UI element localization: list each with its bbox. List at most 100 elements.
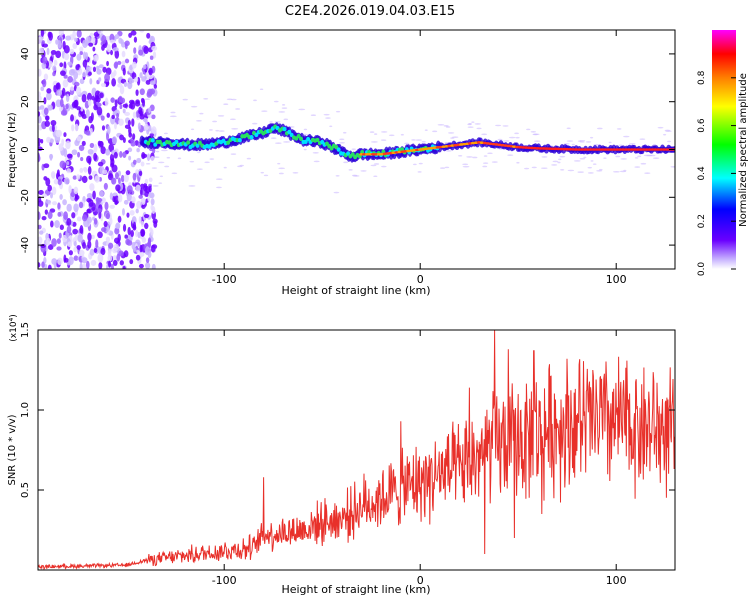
snr-panel: -100 0 100 0.5 1.0 1.5 Height of straight lin… (7, 314, 676, 596)
spectrogram-noise-blob (98, 77, 102, 82)
spectrogram-ytick-label: 0 (20, 146, 31, 152)
spectrogram-noise-blob (82, 262, 87, 269)
spectrogram-noise-blob (139, 113, 145, 120)
spectrogram-noise-blob (95, 197, 100, 203)
spectrogram-faint-blob (589, 136, 594, 139)
spectrogram-noise-blob (87, 240, 92, 249)
spectrogram-noise-blob (42, 56, 48, 64)
spectrogram-faint-blob (360, 170, 367, 172)
spectrogram-noise-blob (141, 197, 146, 206)
spectrogram-noise-blob (97, 161, 104, 167)
spectrogram-noise-blob (46, 237, 51, 246)
spectrogram-faint-blob (445, 150, 452, 152)
spectrogram-ridge-core (237, 138, 242, 143)
spectrogram-faint-blob (404, 142, 410, 145)
spectrogram-noise-blob (59, 160, 66, 169)
spectrogram-noise-blob (123, 199, 129, 205)
spectrogram-noise-blob (115, 222, 121, 230)
spectrogram-faint-blob (474, 123, 481, 125)
spectrogram-noise-blob (131, 118, 135, 127)
snr-ytick-label: 1.5 (20, 322, 31, 338)
spectrogram-noise-blob (116, 112, 120, 118)
spectrogram-faint-blob (573, 160, 581, 162)
spectrogram-ridge-core (150, 138, 155, 143)
spectrogram-noise-blob (125, 170, 131, 176)
spectrogram-noise-blob (127, 147, 133, 153)
spectrogram-noise-blob (89, 183, 95, 191)
spectrogram-noise-blob (106, 112, 111, 118)
spectrogram-noise-blob (147, 239, 152, 248)
spectrogram-noise-blob (73, 240, 77, 247)
spectrogram-noise-blob (119, 260, 124, 266)
spectrogram-noise-blob (89, 248, 95, 256)
spectrogram-faint-blob (335, 175, 340, 177)
spectrogram-noise-blob (43, 163, 50, 169)
spectrogram-faint-blob (608, 141, 612, 144)
spectrogram-noise-blob (62, 199, 67, 206)
spectrogram-noise-blob (55, 39, 59, 45)
spectrogram-noise-blob (56, 169, 60, 177)
spectrogram-noise-blob (38, 262, 41, 268)
spectrogram-noise-blob (109, 39, 116, 44)
spectrogram-noise-blob (72, 175, 77, 180)
spectrogram-noise-blob (99, 141, 104, 148)
spectrogram-noise-blob (77, 151, 81, 158)
spectrogram-faint-blob (579, 157, 586, 160)
spectrogram-noise-blob (117, 233, 121, 242)
spectrogram-noise-blob (76, 53, 82, 61)
spectrogram-faint-blob (204, 161, 210, 164)
spectrogram-faint-blob (339, 138, 345, 141)
spectrogram-faint-blob (502, 125, 509, 127)
spectrogram-noise-blob (50, 119, 57, 126)
spectrogram-faint-blob (558, 158, 562, 161)
spectrogram-noise-blob (149, 88, 156, 95)
spectrogram-noise-blob (122, 223, 127, 232)
spectrogram-noise-blob (133, 221, 136, 230)
spectrogram-noise-blob (111, 177, 117, 185)
colorbar-ticks: 0.0 0.2 0.4 0.6 0.8 (697, 70, 736, 276)
spectrogram-noise-blob (100, 146, 106, 155)
spectrogram-noise-blob (138, 263, 144, 269)
spectrogram-noise-blob (119, 104, 123, 110)
spectrogram-noise-blob (42, 78, 47, 88)
spectrogram-noise-blob (135, 89, 139, 97)
spectrogram-noise-blob (136, 147, 140, 153)
spectrogram-faint-blob (281, 107, 288, 109)
spectrogram-noise-blob (93, 143, 98, 153)
spectrogram-faint-blob (670, 166, 675, 168)
spectrogram-noise-blob (97, 30, 103, 35)
spectrogram-noise-blob (82, 71, 86, 78)
spectrogram-noise-blob (121, 60, 126, 65)
spectrogram-faint-blob (226, 98, 233, 101)
spectrogram-noise-blob (112, 259, 118, 266)
spectrogram-noise-blob (145, 71, 150, 78)
spectrogram-noise-blob (110, 49, 113, 56)
spectrogram-noise-blob (104, 97, 109, 107)
spectrogram-noise-blob (101, 197, 106, 204)
spectrogram-ridge-core (306, 136, 311, 142)
spectrogram-noise-blob (78, 144, 85, 152)
spectrogram-noise-blob (77, 234, 83, 243)
spectrogram-noise-blob (56, 89, 63, 97)
spectrogram-faint-blob (381, 131, 388, 133)
spectrogram-noise-blob (150, 244, 156, 253)
spectrogram-faint-blob (155, 150, 160, 153)
spectrogram-faint-blob (170, 111, 176, 114)
spectrogram-noise-blob (59, 98, 64, 108)
spectrogram-faint-blob (567, 169, 575, 172)
spectrogram-noise-blob (146, 32, 151, 39)
spectrogram-noise-blob (41, 216, 47, 221)
spectrogram-faint-blob (230, 153, 237, 155)
spectrogram-faint-blob (351, 148, 356, 150)
spectrogram-noise-blob (111, 78, 117, 87)
spectrogram-faint-blob (497, 138, 503, 141)
colorbar-tick-label: 0.4 (697, 166, 707, 181)
spectrogram-noise-blob (86, 260, 90, 269)
spectrogram-faint-blob (583, 156, 587, 159)
spectrogram-faint-blob (147, 108, 152, 110)
spectrogram-noise-blob (114, 172, 119, 180)
spectrogram-noise-blob (62, 79, 69, 88)
spectrogram-noise-blob (138, 49, 144, 56)
spectrogram-noise-blob (43, 97, 47, 105)
spectrogram-noise-blob (109, 217, 113, 225)
